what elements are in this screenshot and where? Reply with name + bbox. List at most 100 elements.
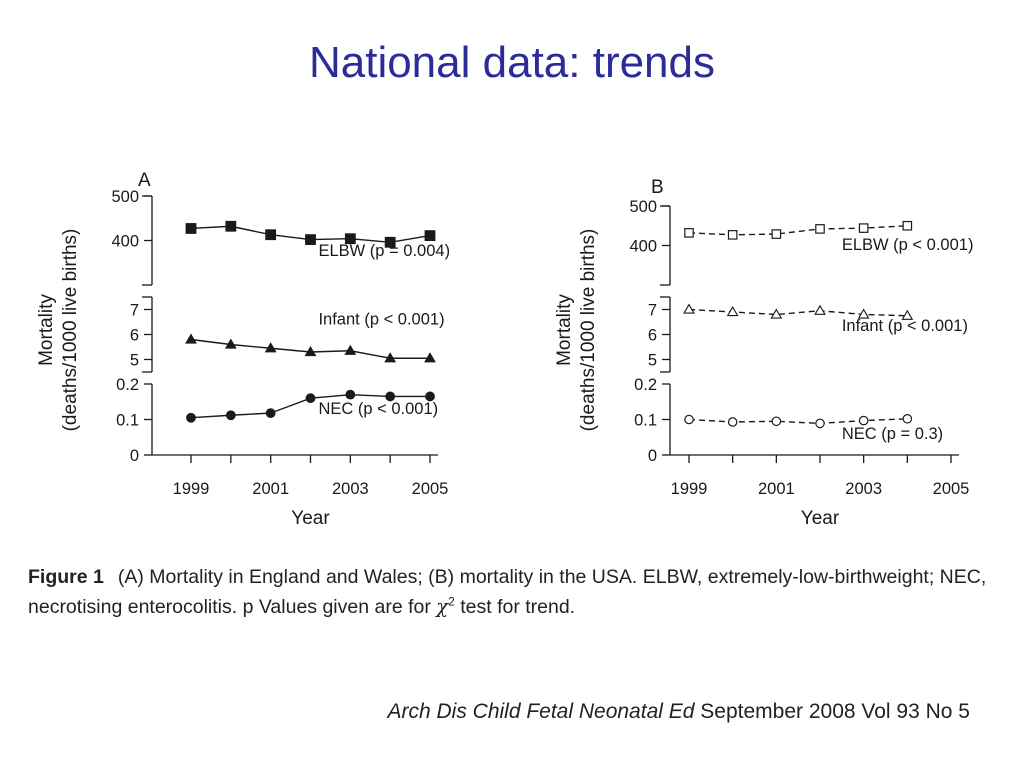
x-axis-label: Year xyxy=(291,508,330,529)
series-infant: Infant (p < 0.001) xyxy=(683,303,968,335)
y-tick-label: 7 xyxy=(130,302,139,320)
chi-symbol: χ xyxy=(436,595,449,618)
data-point-square xyxy=(815,224,825,234)
y-tick-label: 0.1 xyxy=(634,412,657,430)
x-tick-label: 1999 xyxy=(173,480,210,498)
journal-name: Arch Dis Child Fetal Neonatal Ed xyxy=(387,700,695,723)
data-point-triangle xyxy=(901,309,914,320)
chi-superscript: 2 xyxy=(448,594,455,609)
series-label: NEC (p = 0.3) xyxy=(842,425,943,443)
data-point-circle xyxy=(345,389,356,400)
data-point-square xyxy=(225,220,237,232)
y-tick-label: 6 xyxy=(648,327,657,345)
x-tick-label: 2003 xyxy=(845,480,882,498)
series-label: NEC (p < 0.001) xyxy=(318,400,438,418)
y-tick-label: 0 xyxy=(648,447,657,465)
data-point-circle xyxy=(815,418,825,429)
y-tick-label: 0.1 xyxy=(116,412,139,430)
data-point-square xyxy=(185,223,197,234)
y-tick-label: 5 xyxy=(130,352,139,370)
data-point-triangle xyxy=(814,304,826,315)
series-label: Infant (p < 0.001) xyxy=(842,317,968,335)
figure-label: Figure 1 xyxy=(28,566,104,588)
data-point-square xyxy=(727,230,738,240)
data-point-square xyxy=(902,220,913,231)
panel-label: B xyxy=(651,177,664,198)
data-point-square xyxy=(384,236,396,248)
data-point-triangle xyxy=(857,308,870,319)
data-point-triangle xyxy=(770,308,783,319)
y-tick-label: 5 xyxy=(648,352,657,370)
journal-citation: Arch Dis Child Fetal Neonatal Ed Septemb… xyxy=(387,700,970,724)
series-elbw: ELBW (p = 0.004) xyxy=(185,220,450,260)
y-tick-label: 500 xyxy=(629,198,657,216)
x-tick-label: 2005 xyxy=(933,480,970,498)
data-point-square xyxy=(424,230,436,242)
series-line xyxy=(688,418,908,425)
y-axis-label: Mortality (deaths/1000 live births) xyxy=(36,229,81,432)
data-point-square xyxy=(771,229,782,239)
data-point-square xyxy=(684,228,694,238)
data-point-triangle xyxy=(344,344,357,355)
series-line xyxy=(688,308,908,317)
series-line xyxy=(688,225,908,236)
caption-text-end: test for trend. xyxy=(454,596,576,618)
series-infant: Infant (p < 0.001) xyxy=(185,311,445,363)
panel-label: A xyxy=(138,170,151,191)
data-point-triangle xyxy=(683,303,695,314)
journal-issue: September 2008 Vol 93 No 5 xyxy=(700,700,970,723)
slide-title: National data: trends xyxy=(308,38,716,87)
y-tick-label: 400 xyxy=(111,233,139,251)
data-point-circle xyxy=(727,417,738,427)
data-point-triangle xyxy=(224,338,237,349)
x-axis-label: Year xyxy=(801,508,840,529)
x-tick-label: 2001 xyxy=(252,480,289,498)
figure-caption: Figure 1 (A) Mortality in England and Wal… xyxy=(28,562,1003,622)
data-point-square xyxy=(344,233,356,245)
y-tick-label: 6 xyxy=(130,327,139,345)
data-point-triangle xyxy=(304,345,317,357)
data-point-circle xyxy=(385,391,396,402)
series-label: Infant (p < 0.001) xyxy=(318,311,444,329)
series-nec: NEC (p < 0.001) xyxy=(186,389,438,423)
y-tick-label: 400 xyxy=(629,238,657,256)
data-point-circle xyxy=(186,412,196,423)
x-tick-label: 2003 xyxy=(332,480,369,498)
y-tick-label: 7 xyxy=(648,302,657,320)
y-tick-label: 0 xyxy=(130,447,139,465)
y-tick-label: 500 xyxy=(111,188,139,206)
data-point-circle xyxy=(425,391,435,402)
data-point-square xyxy=(305,234,316,246)
series-label: ELBW (p < 0.001) xyxy=(842,236,974,254)
data-point-triangle xyxy=(264,342,277,353)
caption-text: (A) Mortality in England and Wales; (B) … xyxy=(28,566,987,618)
y-axis-label-line-1: Mortality xyxy=(554,294,575,366)
data-point-circle xyxy=(225,410,236,421)
y-axis-label-line-2: (deaths/1000 live births) xyxy=(60,229,81,432)
data-point-circle xyxy=(305,393,316,404)
y-axis-label-line-2: (deaths/1000 live births) xyxy=(578,229,599,432)
series-nec: NEC (p = 0.3) xyxy=(684,413,943,443)
data-point-square xyxy=(265,229,277,241)
data-point-triangle xyxy=(384,352,397,363)
y-axis-label: Mortality (deaths/1000 live births) xyxy=(554,229,599,432)
series-label: ELBW (p = 0.004) xyxy=(318,242,450,260)
data-point-circle xyxy=(771,416,782,427)
x-tick-label: 2005 xyxy=(412,480,449,498)
data-point-triangle xyxy=(185,333,197,344)
data-point-circle xyxy=(684,414,694,425)
x-tick-label: 2001 xyxy=(758,480,795,498)
y-tick-label: 0.2 xyxy=(634,376,657,394)
data-point-circle xyxy=(858,415,869,426)
series-elbw: ELBW (p < 0.001) xyxy=(684,220,974,254)
data-point-circle xyxy=(265,408,276,419)
x-tick-label: 1999 xyxy=(671,480,708,498)
y-tick-label: 0.2 xyxy=(116,376,139,394)
data-point-circle xyxy=(902,413,913,424)
y-axis-label-line-1: Mortality xyxy=(36,294,57,366)
data-point-triangle xyxy=(726,305,739,317)
data-point-square xyxy=(858,223,869,233)
